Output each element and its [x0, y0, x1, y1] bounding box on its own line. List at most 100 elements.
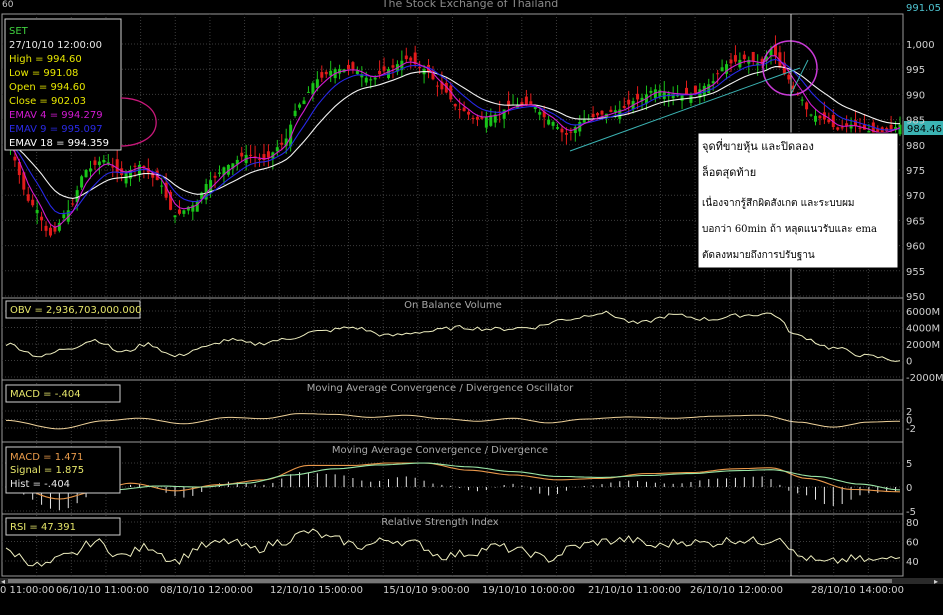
info-emav9: EMAV 9 = 995.097 — [9, 124, 103, 135]
candle-body — [209, 180, 213, 193]
info-datetime: 27/10/10 12:00:00 — [9, 40, 102, 51]
scrollbar-thumb[interactable] — [8, 579, 892, 583]
candle-body — [791, 85, 795, 90]
rsi-title: Relative Strength Index — [381, 517, 499, 528]
candle-body — [756, 63, 760, 65]
rsi-axis-tick: 40 — [906, 557, 919, 568]
candle-body — [467, 111, 471, 115]
price-axis-tick: 995 — [906, 65, 925, 76]
macd-title: Moving Average Convergence / Divergence — [332, 445, 548, 456]
macd-axis-tick: -5 — [906, 507, 916, 518]
candle-body — [266, 151, 270, 158]
candle-body — [173, 215, 177, 218]
candle-body — [805, 102, 809, 110]
x-axis-tick: 26/10/10 12:00:00 — [690, 585, 783, 596]
candle-body — [840, 127, 844, 129]
candle-body — [62, 214, 66, 219]
candle-body — [747, 59, 751, 64]
candle-body — [760, 58, 764, 65]
x-axis-tick: 28/10/10 14:00:00 — [811, 585, 904, 596]
candle-body — [80, 176, 84, 188]
candle-body — [693, 85, 697, 93]
candle-body — [17, 162, 21, 176]
candle-body — [249, 154, 253, 156]
candle-body — [31, 199, 35, 206]
candle-body — [355, 70, 359, 75]
candle-body — [787, 74, 791, 80]
candle-body — [57, 222, 61, 231]
ema4-line — [5, 55, 901, 228]
annotation-line-2: ล็อตสุดท้าย — [702, 165, 756, 179]
candle-body — [685, 87, 689, 95]
candle-body — [142, 165, 146, 168]
candle-body — [195, 201, 199, 212]
candle-body — [529, 101, 533, 105]
candle-body — [240, 152, 244, 157]
info-open: Open = 994.60 — [9, 82, 85, 93]
candle-body — [658, 90, 662, 97]
candle-body — [186, 206, 190, 211]
obv-label: OBV = 2,936,703,000.000 — [10, 305, 141, 316]
candle-body — [324, 71, 328, 75]
annotation-line-3: เนื่องจากรู้สึกผิดสังเกต และระบบผม — [702, 195, 855, 209]
scroll-right-icon[interactable]: ▸ — [934, 577, 938, 586]
candle-body — [773, 44, 777, 56]
hist-value-label: Hist = -.404 — [10, 479, 70, 490]
candle-body — [48, 227, 52, 236]
candle-body — [880, 127, 884, 134]
candle-body — [858, 127, 862, 129]
macd-axis-tick: 0 — [906, 483, 912, 494]
x-axis-tick: 19/10/10 10:00:00 — [482, 585, 575, 596]
candle-body — [213, 175, 217, 178]
candle-body — [133, 165, 137, 167]
candle-body — [93, 160, 97, 165]
candle-body — [507, 100, 511, 107]
info-low: Low = 991.08 — [9, 68, 78, 79]
obv-axis-tick: 0 — [906, 357, 912, 368]
candle-body — [35, 210, 39, 214]
candle-body — [53, 226, 57, 232]
candle-body — [889, 124, 893, 130]
scroll-left-icon[interactable]: ◂ — [1, 577, 5, 586]
candle-body — [311, 83, 315, 94]
candle-body — [253, 156, 257, 158]
candle-body — [711, 81, 715, 84]
candle-body — [742, 54, 746, 60]
rsi-label: RSI = 47.391 — [10, 522, 76, 533]
ema9-line — [5, 58, 901, 215]
candle-body — [22, 172, 26, 190]
candle-body — [111, 166, 115, 168]
candle-body — [813, 115, 817, 122]
candle-body — [604, 113, 608, 119]
macd-osc-axis-tick: 0 — [906, 416, 912, 427]
candle-body — [373, 77, 377, 80]
candle-body — [382, 66, 386, 71]
candle-body — [649, 90, 653, 93]
candle-body — [164, 182, 168, 198]
candle-body — [169, 191, 173, 210]
x-axis-tick: 0 11:00:00 — [0, 585, 54, 596]
candle-body — [556, 127, 560, 129]
candle-body — [364, 77, 368, 83]
candle-body — [298, 104, 302, 108]
info-emav4: EMAV 4 = 994.279 — [9, 110, 103, 121]
support-trendline — [569, 67, 801, 152]
candle-body — [182, 210, 186, 214]
candle-body — [124, 173, 128, 184]
price-axis-tick: 955 — [906, 267, 925, 278]
candle-body — [493, 114, 497, 123]
macd-osc-axis-tick: -2 — [906, 424, 916, 435]
candle-body — [462, 107, 466, 112]
candle-body — [854, 120, 858, 126]
candle-body — [44, 225, 48, 231]
info-emav18: EMAV 18 = 994.359 — [9, 138, 109, 149]
candle-body — [564, 133, 568, 135]
candle-body — [520, 102, 524, 105]
x-axis-tick: 21/10/10 11:00:00 — [588, 585, 681, 596]
x-axis-tick: 15/10/10 9:00:00 — [383, 585, 470, 596]
candle-body — [200, 192, 204, 200]
candle-body — [636, 93, 640, 100]
rsi-label-box — [5, 517, 121, 536]
last-price-label: 991.05 — [906, 3, 941, 14]
obv-axis-tick: 6000M — [906, 307, 940, 318]
